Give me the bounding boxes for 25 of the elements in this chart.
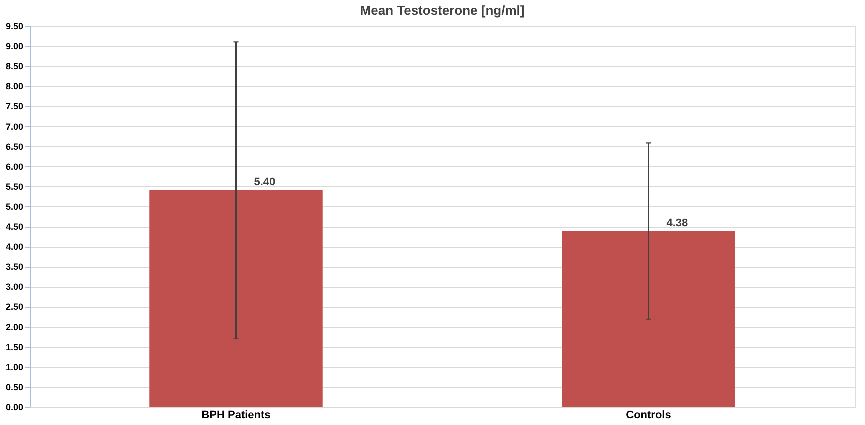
y-tick-label: 7.50: [6, 102, 24, 112]
y-tick-label: 0.50: [6, 382, 24, 392]
y-tick-label: 4.50: [6, 222, 24, 232]
y-tick-label: 3.50: [6, 262, 24, 272]
y-tick-label: 2.50: [6, 302, 24, 312]
y-tick-label: 9.00: [6, 42, 24, 52]
x-tick-label: Controls: [626, 410, 672, 422]
y-tick-label: 6.00: [6, 162, 24, 172]
y-tick-label: 5.50: [6, 182, 24, 192]
x-tick-label: BPH Patients: [202, 410, 271, 422]
y-tick-label: 6.50: [6, 142, 24, 152]
data-label: 5.40: [254, 176, 276, 188]
y-tick-label: 8.50: [6, 62, 24, 72]
y-tick-label: 3.00: [6, 282, 24, 292]
y-tick-label: 2.00: [6, 322, 24, 332]
y-tick-label: 5.00: [6, 202, 24, 212]
chart-title: Mean Testosterone [ng/ml]: [360, 3, 525, 18]
y-tick-label: 8.00: [6, 82, 24, 92]
y-tick-label: 1.50: [6, 342, 24, 352]
y-tick-label: 7.00: [6, 122, 24, 132]
y-tick-label: 1.00: [6, 362, 24, 372]
data-label: 4.38: [666, 217, 688, 230]
y-tick-label: 9.50: [6, 22, 24, 32]
y-tick-label: 0.00: [6, 402, 24, 412]
y-tick-label: 4.00: [6, 242, 24, 252]
